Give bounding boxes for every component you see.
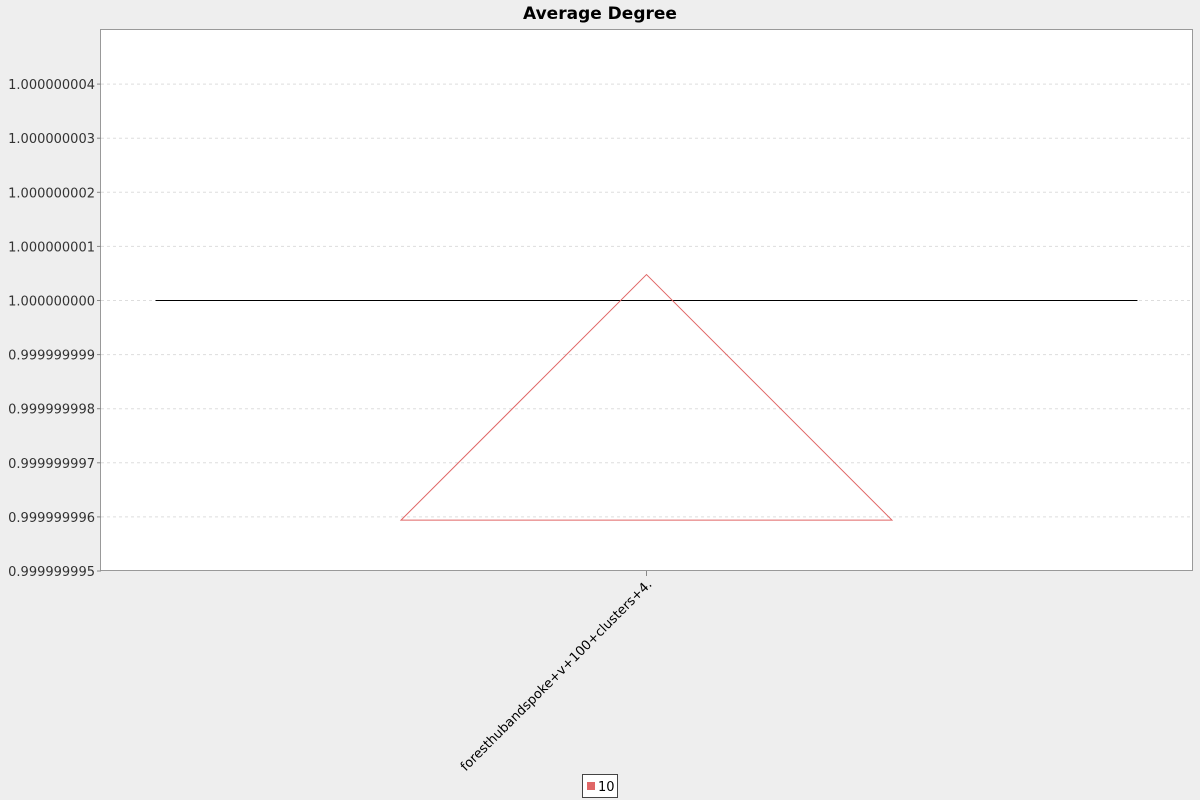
y-tick-label: 1.000000001 — [8, 240, 95, 255]
y-tick-label: 0.999999998 — [8, 403, 95, 418]
y-tick-label: 0.999999997 — [8, 457, 95, 472]
y-tick-label: 1.000000000 — [8, 295, 95, 310]
legend-box — [582, 774, 618, 798]
legend-label: 10 — [598, 780, 615, 795]
y-tick-label: 0.999999996 — [8, 511, 95, 526]
y-tick-label: 0.999999995 — [8, 565, 95, 580]
legend: 10 — [582, 774, 618, 798]
y-axis: 0.999999995 0.999999996 0.999999997 0.99999… — [8, 78, 101, 580]
series-marks — [155, 273, 1138, 521]
x-axis: foresthubandspoke+v+100+clusters+4. — [458, 571, 655, 775]
y-tick-label: 1.000000002 — [8, 186, 95, 201]
legend-swatch — [587, 782, 595, 790]
y-tick-label: 1.000000004 — [8, 78, 95, 93]
x-category-label: foresthubandspoke+v+100+clusters+4. — [458, 577, 655, 774]
y-tick-label: 1.000000003 — [8, 132, 95, 147]
y-tick-label: 0.999999999 — [8, 349, 95, 364]
chart-title: Average Degree — [523, 4, 677, 24]
mean-marker — [399, 273, 894, 521]
